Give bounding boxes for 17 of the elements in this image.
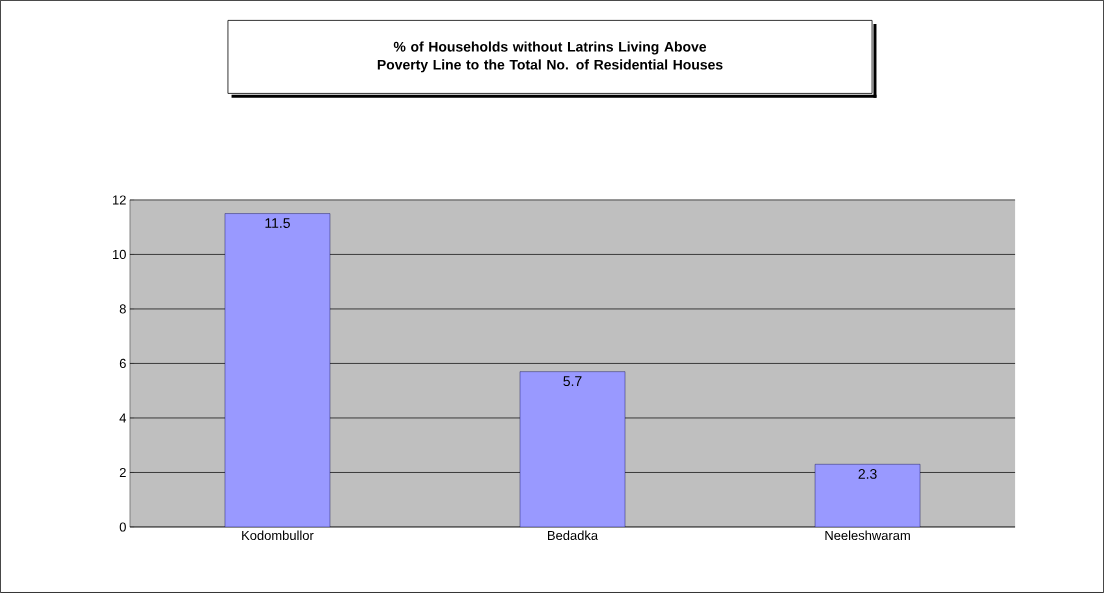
x-tick-label: Neeleshwaram	[825, 530, 910, 541]
data-label: 2.3	[858, 469, 877, 479]
chart-title: % of Households without Latrins Living Above Poverty Line to the Total No. of Residential Houses	[377, 41, 723, 73]
data-label: 5.7	[563, 376, 582, 387]
data-label: 11.5	[265, 218, 290, 229]
y-tick-label: 8	[119, 304, 126, 314]
y-tick-label: 10	[112, 249, 126, 260]
x-tick-label: Bedadka	[548, 530, 599, 541]
y-tick-label: 6	[119, 358, 126, 369]
bar	[519, 371, 626, 528]
y-tick-label: 2	[119, 467, 126, 478]
y-tick-label: 0	[119, 522, 126, 532]
bar	[224, 213, 331, 528]
y-tick-label: 4	[119, 413, 127, 423]
bar	[814, 464, 921, 528]
y-tick-label: 12	[112, 195, 126, 205]
x-tick-label: Kodombullor	[242, 530, 314, 541]
